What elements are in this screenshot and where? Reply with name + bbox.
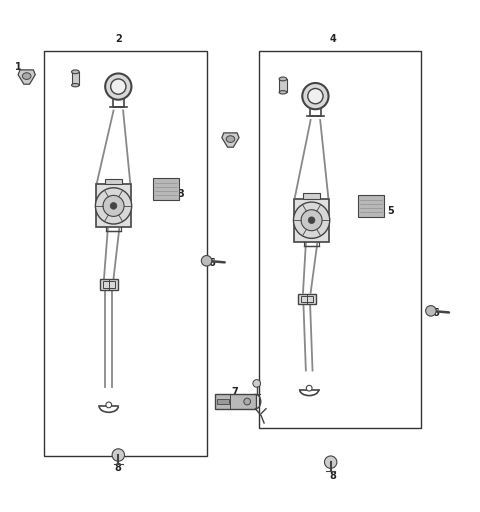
- Bar: [215, 394, 255, 409]
- Bar: [298, 294, 316, 304]
- Bar: [105, 179, 122, 184]
- Polygon shape: [18, 70, 35, 84]
- Text: 1: 1: [15, 62, 22, 73]
- Ellipse shape: [111, 79, 126, 94]
- Circle shape: [96, 188, 132, 224]
- Ellipse shape: [308, 89, 323, 104]
- Text: 8: 8: [115, 463, 122, 474]
- Text: 6: 6: [432, 308, 439, 318]
- Text: 1: 1: [225, 134, 231, 144]
- Bar: [279, 79, 287, 92]
- Ellipse shape: [72, 70, 79, 74]
- Circle shape: [308, 217, 315, 224]
- Ellipse shape: [302, 83, 328, 109]
- Ellipse shape: [279, 91, 287, 94]
- Text: 3: 3: [177, 189, 184, 199]
- Circle shape: [426, 306, 436, 316]
- Bar: [72, 72, 79, 85]
- Ellipse shape: [72, 83, 79, 87]
- Text: 4: 4: [330, 34, 336, 44]
- Ellipse shape: [23, 73, 31, 79]
- Text: 5: 5: [387, 206, 394, 216]
- Circle shape: [110, 203, 117, 209]
- Ellipse shape: [226, 136, 235, 142]
- Circle shape: [293, 202, 330, 239]
- Bar: [217, 399, 229, 404]
- Circle shape: [253, 379, 261, 387]
- Bar: [259, 51, 421, 428]
- Ellipse shape: [105, 73, 132, 100]
- Circle shape: [306, 386, 312, 391]
- Ellipse shape: [279, 77, 287, 81]
- Circle shape: [301, 210, 322, 231]
- Bar: [300, 295, 313, 302]
- Bar: [294, 199, 329, 242]
- Bar: [103, 281, 115, 288]
- Bar: [100, 280, 118, 290]
- Bar: [153, 179, 179, 200]
- Text: 6: 6: [208, 258, 215, 268]
- Bar: [96, 184, 132, 227]
- Polygon shape: [222, 133, 239, 147]
- Text: 8: 8: [330, 471, 336, 481]
- Bar: [303, 193, 320, 199]
- Text: 2: 2: [115, 34, 122, 44]
- Circle shape: [324, 456, 337, 468]
- Circle shape: [106, 402, 112, 408]
- Bar: [44, 51, 206, 456]
- Circle shape: [201, 255, 212, 266]
- Text: 7: 7: [232, 387, 239, 397]
- Circle shape: [103, 196, 124, 217]
- Circle shape: [112, 449, 124, 461]
- Circle shape: [244, 398, 251, 405]
- Bar: [358, 195, 384, 217]
